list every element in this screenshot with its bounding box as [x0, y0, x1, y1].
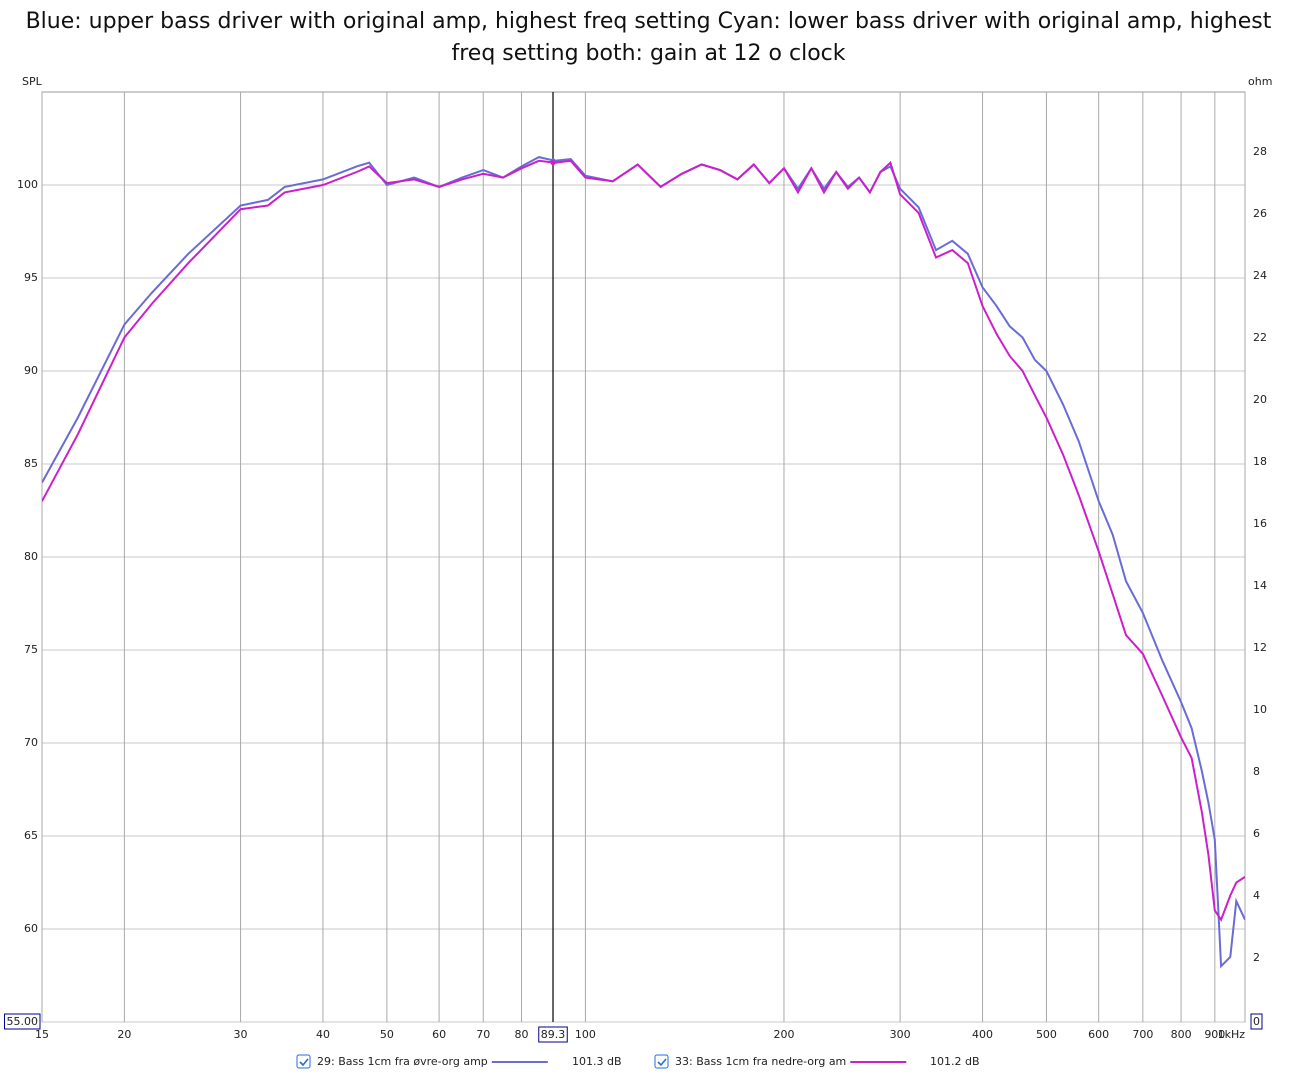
x-tick-label: 40: [316, 1028, 330, 1041]
x-tick-label: 30: [234, 1028, 248, 1041]
tick-box: [1250, 1013, 1263, 1030]
y-tick-label: 100: [17, 178, 38, 191]
cursor-label: 89.3: [541, 1028, 566, 1041]
x-tick-label: 80: [515, 1028, 529, 1041]
y2-tick-label: 20: [1253, 393, 1267, 406]
series-line: [42, 159, 1245, 922]
y-tick-label: 75: [24, 643, 38, 656]
grid: [41, 92, 1246, 1023]
y2-tick-label: 12: [1253, 641, 1267, 654]
y2-tick-label: 28: [1253, 145, 1267, 158]
x-tick-label: 60: [432, 1028, 446, 1041]
x-tick-label: 1kHz: [1218, 1028, 1246, 1041]
y-tick-label: 70: [24, 736, 38, 749]
legend-label: 29: Bass 1cm fra øvre-org amp: [317, 1055, 488, 1068]
y2-tick-label: 6: [1253, 827, 1260, 840]
y-tick-label: 65: [24, 829, 38, 842]
y-tick-label: 85: [24, 457, 38, 470]
y-tick-label: 55.00: [7, 1015, 39, 1028]
y-axis-label: SPL: [22, 75, 43, 88]
chart-title: Blue: upper bass driver with original am…: [25, 9, 1272, 66]
legend-value: 101.3 dB: [572, 1055, 622, 1068]
y2-tick-label: 2: [1253, 951, 1260, 964]
check-mark: [299, 1058, 309, 1067]
x-tick-label: 20: [117, 1028, 131, 1041]
y-tick-label: 90: [24, 364, 38, 377]
legend-checkbox[interactable]: [296, 1054, 311, 1069]
x-tick-label: 900: [1204, 1028, 1225, 1041]
y2-tick-label: 16: [1253, 517, 1267, 530]
x-tick-label: 100: [575, 1028, 596, 1041]
x-tick-label: 400: [972, 1028, 993, 1041]
legend-checkbox[interactable]: [654, 1054, 669, 1069]
x-tick-label: 700: [1132, 1028, 1153, 1041]
y2-tick-label: 22: [1253, 331, 1267, 344]
x-tick-label: 70: [476, 1028, 490, 1041]
y-tick-label: 60: [24, 922, 38, 935]
x-tick-label: 800: [1171, 1028, 1192, 1041]
tick-box: [4, 1013, 41, 1030]
x-tick-label: 15: [35, 1028, 49, 1041]
y-tick-label: 95: [24, 271, 38, 284]
y2-tick-label: 18: [1253, 455, 1267, 468]
y2-axis-label: ohm: [1248, 75, 1272, 88]
x-tick-label: 300: [890, 1028, 911, 1041]
legend-label: 33: Bass 1cm fra nedre-org am: [675, 1055, 846, 1068]
y2-tick-label: 10: [1253, 703, 1267, 716]
y2-tick-label: 24: [1253, 269, 1267, 282]
y2-tick-label: 0: [1253, 1015, 1260, 1028]
y2-tick-label: 14: [1253, 579, 1267, 592]
check-mark: [657, 1058, 667, 1067]
y2-tick-label: 4: [1253, 889, 1260, 902]
x-tick-label: 600: [1088, 1028, 1109, 1041]
cursor-box: [538, 1026, 568, 1043]
x-tick-label: 500: [1036, 1028, 1057, 1041]
lines: [42, 156, 1245, 969]
y2-tick-label: 26: [1253, 207, 1267, 220]
cursor-readout: [550, 160, 556, 166]
y-tick-label: 80: [24, 550, 38, 563]
y2-tick-label: 8: [1253, 765, 1260, 778]
x-tick-label: 200: [773, 1028, 794, 1041]
legend-value: 101.2 dB: [930, 1055, 980, 1068]
x-tick-label: 50: [380, 1028, 394, 1041]
